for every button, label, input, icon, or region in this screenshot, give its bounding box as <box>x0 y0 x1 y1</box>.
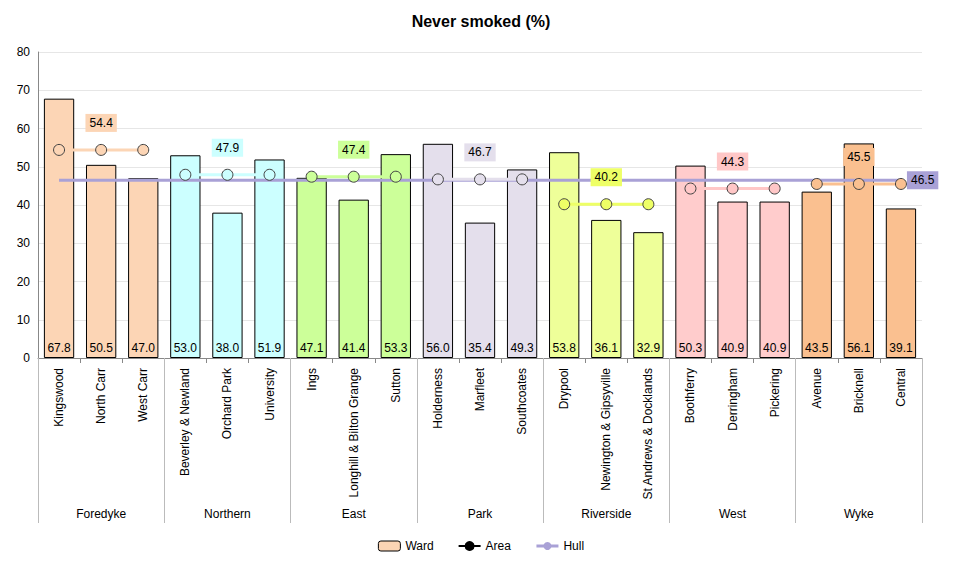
svg-text:Orchard Park: Orchard Park <box>220 367 234 439</box>
svg-text:Wyke: Wyke <box>844 507 874 521</box>
svg-text:49.3: 49.3 <box>510 341 534 355</box>
svg-text:36.1: 36.1 <box>595 341 619 355</box>
svg-text:67.8: 67.8 <box>47 341 71 355</box>
svg-text:44.3: 44.3 <box>721 155 745 169</box>
svg-text:43.5: 43.5 <box>805 341 829 355</box>
svg-text:40.2: 40.2 <box>595 170 619 184</box>
svg-text:35.4: 35.4 <box>468 341 492 355</box>
svg-text:53.3: 53.3 <box>384 341 408 355</box>
svg-text:80: 80 <box>17 45 31 59</box>
svg-text:Foredyke: Foredyke <box>76 507 126 521</box>
svg-text:Beverley & Newland: Beverley & Newland <box>178 368 192 476</box>
svg-text:10: 10 <box>17 313 31 327</box>
svg-text:56.0: 56.0 <box>426 341 450 355</box>
svg-text:Ward: Ward <box>405 539 433 553</box>
svg-text:46.7: 46.7 <box>468 145 492 159</box>
svg-text:46.5: 46.5 <box>911 173 935 187</box>
svg-text:Area: Area <box>486 539 512 553</box>
svg-text:32.9: 32.9 <box>637 341 661 355</box>
svg-text:50.3: 50.3 <box>679 341 703 355</box>
svg-text:47.1: 47.1 <box>300 341 324 355</box>
svg-text:38.0: 38.0 <box>216 341 240 355</box>
svg-text:Ings: Ings <box>305 368 319 391</box>
svg-text:51.9: 51.9 <box>258 341 282 355</box>
svg-text:60: 60 <box>17 122 31 136</box>
svg-text:Kingswood: Kingswood <box>52 368 66 427</box>
svg-text:47.9: 47.9 <box>216 141 240 155</box>
svg-text:Marfleet: Marfleet <box>473 367 487 411</box>
svg-text:Bricknell: Bricknell <box>852 368 866 413</box>
svg-text:54.4: 54.4 <box>89 116 113 130</box>
svg-text:East: East <box>342 507 367 521</box>
svg-text:University: University <box>263 368 277 421</box>
svg-text:Boothferry: Boothferry <box>683 368 697 423</box>
svg-text:West Carr: West Carr <box>136 368 150 422</box>
svg-text:Longhill & Bilton Grange: Longhill & Bilton Grange <box>347 368 361 498</box>
svg-text:Derringham: Derringham <box>726 368 740 431</box>
svg-text:20: 20 <box>17 275 31 289</box>
svg-text:Never smoked (%): Never smoked (%) <box>412 13 551 30</box>
svg-text:30: 30 <box>17 236 31 250</box>
svg-text:Southcoates: Southcoates <box>515 368 529 435</box>
svg-text:Northern: Northern <box>204 507 251 521</box>
svg-text:41.4: 41.4 <box>342 341 366 355</box>
svg-text:50.5: 50.5 <box>89 341 113 355</box>
svg-text:53.8: 53.8 <box>553 341 577 355</box>
svg-text:40.9: 40.9 <box>721 341 745 355</box>
svg-text:Newington & Gipsyville: Newington & Gipsyville <box>599 368 613 491</box>
svg-text:40: 40 <box>17 198 31 212</box>
svg-text:Central: Central <box>894 368 908 407</box>
svg-text:39.1: 39.1 <box>889 341 913 355</box>
svg-text:40.9: 40.9 <box>763 341 787 355</box>
svg-text:Pickering: Pickering <box>768 368 782 417</box>
svg-text:70: 70 <box>17 83 31 97</box>
svg-text:Park: Park <box>468 507 494 521</box>
svg-text:56.1: 56.1 <box>847 341 871 355</box>
svg-text:St Andrews & Docklands: St Andrews & Docklands <box>641 368 655 499</box>
svg-text:Avenue: Avenue <box>810 368 824 409</box>
svg-text:Sutton: Sutton <box>389 368 403 403</box>
svg-text:50: 50 <box>17 160 31 174</box>
svg-text:53.0: 53.0 <box>174 341 198 355</box>
svg-text:West: West <box>719 507 747 521</box>
svg-text:Holderness: Holderness <box>431 368 445 429</box>
svg-text:47.0: 47.0 <box>132 341 156 355</box>
svg-text:47.4: 47.4 <box>342 143 366 157</box>
svg-text:0: 0 <box>23 351 30 365</box>
svg-text:Riverside: Riverside <box>581 507 631 521</box>
svg-text:Hull: Hull <box>563 539 584 553</box>
svg-text:Drypool: Drypool <box>557 368 571 409</box>
svg-text:45.5: 45.5 <box>847 150 871 164</box>
svg-text:North Carr: North Carr <box>94 368 108 424</box>
